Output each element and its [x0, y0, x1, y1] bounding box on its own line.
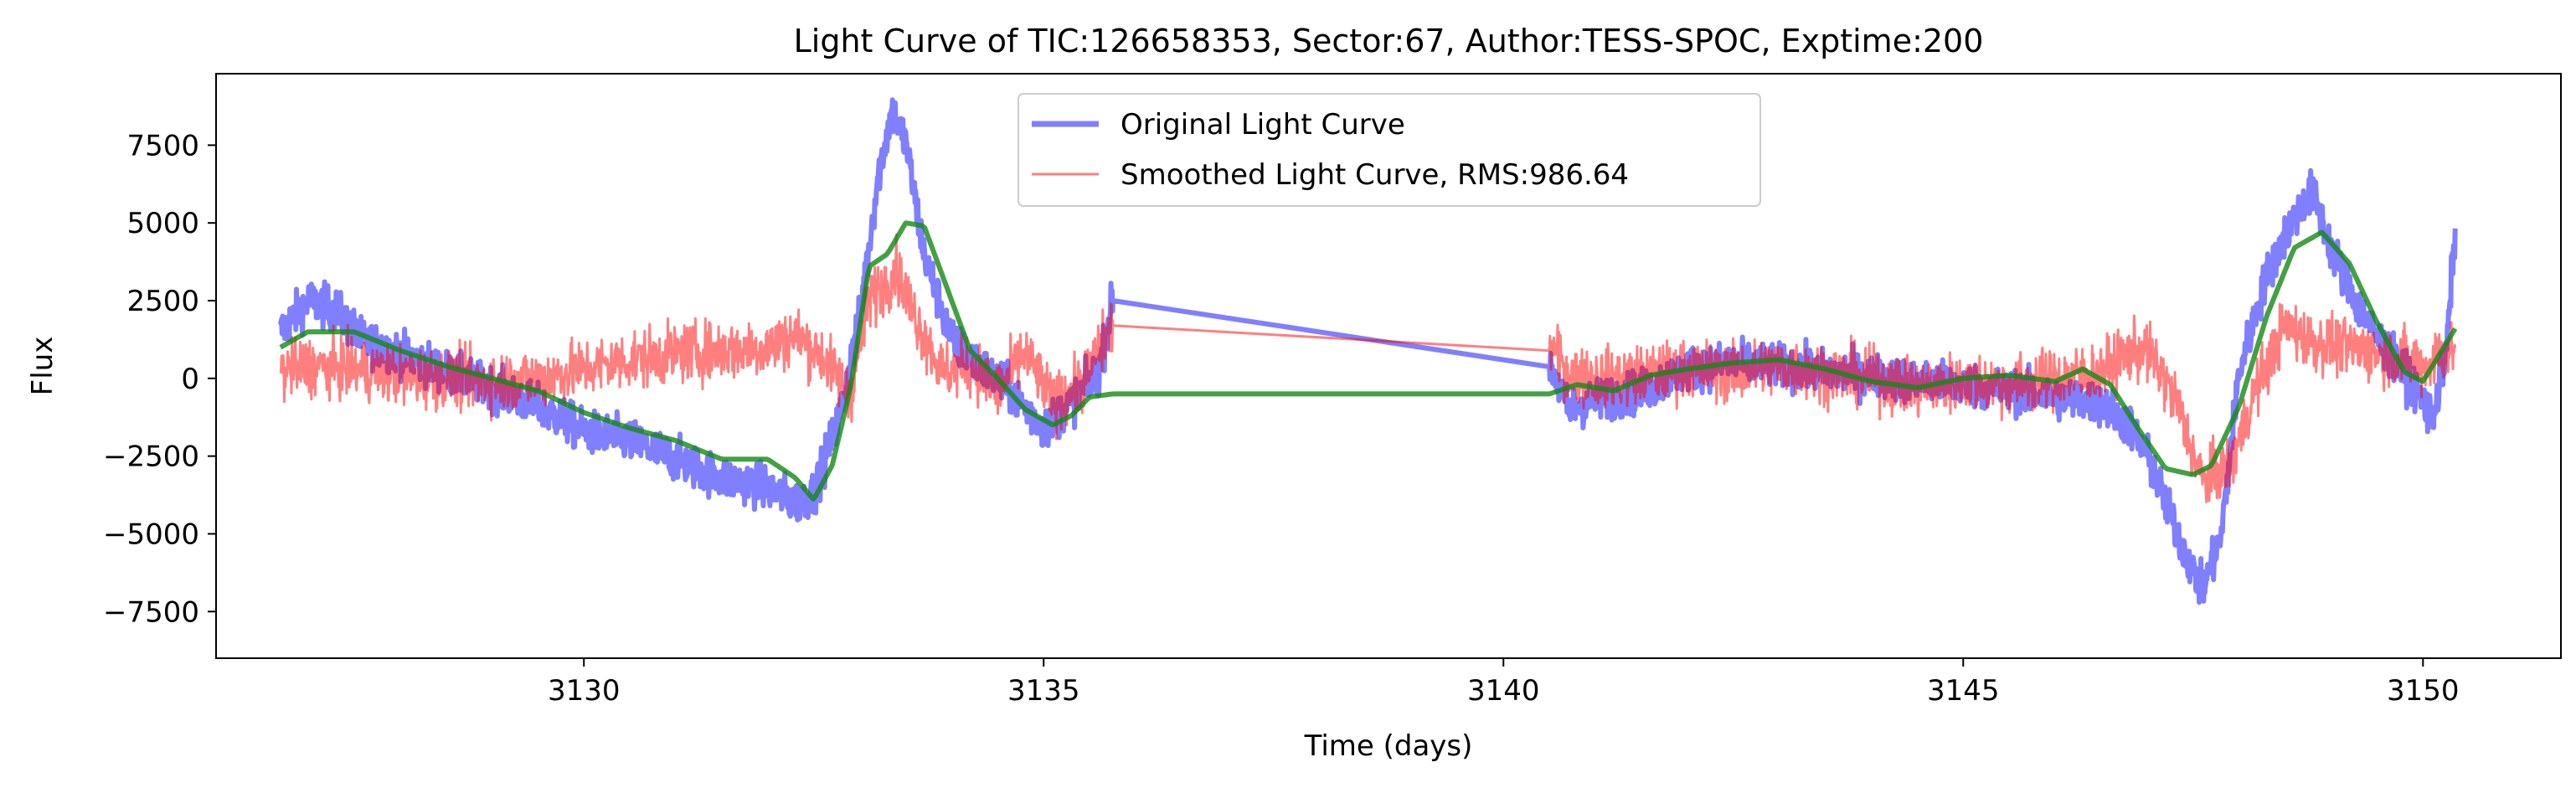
legend: Original Light Curve Smoothed Light Curv… [1018, 93, 1761, 207]
x-axis-ticks: 3130 3135 3140 3145 3150 [548, 658, 2460, 708]
series-line-0 [277, 97, 2458, 605]
x-tick-label: 3140 [1467, 674, 1540, 708]
y-tick-label: 5000 [126, 207, 199, 240]
legend-box [1018, 93, 1761, 207]
x-tick-label: 3130 [548, 674, 621, 708]
x-tick-label: 3145 [1927, 674, 2000, 708]
series-layer [277, 97, 2458, 605]
series-line-2 [279, 220, 2458, 502]
plot-area-frame [215, 73, 2562, 659]
y-tick-label: 2500 [126, 285, 199, 318]
legend-label-smoothed: Smoothed Light Curve, RMS:986.64 [1121, 158, 1629, 192]
x-axis-label: Time (days) [1304, 729, 1473, 763]
y-tick-label: −2500 [103, 440, 199, 474]
x-tick-label: 3150 [2387, 674, 2460, 708]
chart-title: Light Curve of TIC:126658353, Sector:67,… [794, 23, 1984, 59]
y-tick-label: 7500 [126, 129, 199, 162]
x-tick-label: 3135 [1007, 674, 1080, 708]
y-axis-label: Flux [26, 337, 59, 396]
y-axis-ticks: −7500 −5000 −2500 0 2500 5000 7500 [103, 129, 216, 629]
y-tick-label: −5000 [103, 518, 199, 551]
legend-label-original: Original Light Curve [1121, 108, 1405, 142]
y-tick-label: 0 [181, 363, 199, 396]
y-tick-label: −7500 [103, 595, 199, 629]
series-line-1 [279, 233, 2457, 503]
